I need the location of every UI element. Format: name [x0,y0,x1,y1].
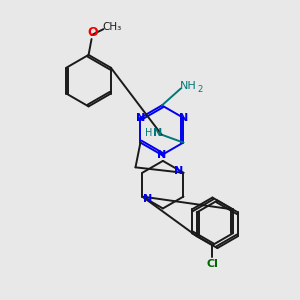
Text: CH₃: CH₃ [103,22,122,32]
Text: Cl: Cl [206,259,218,269]
Text: 2: 2 [197,85,202,94]
Text: H: H [145,128,152,138]
Text: N: N [136,113,145,123]
Text: N: N [179,113,188,123]
Text: NH: NH [180,81,197,91]
Text: N: N [153,128,162,138]
Text: O: O [87,26,98,39]
Text: N: N [174,166,183,176]
Text: N: N [157,150,167,160]
Text: N: N [142,194,152,203]
